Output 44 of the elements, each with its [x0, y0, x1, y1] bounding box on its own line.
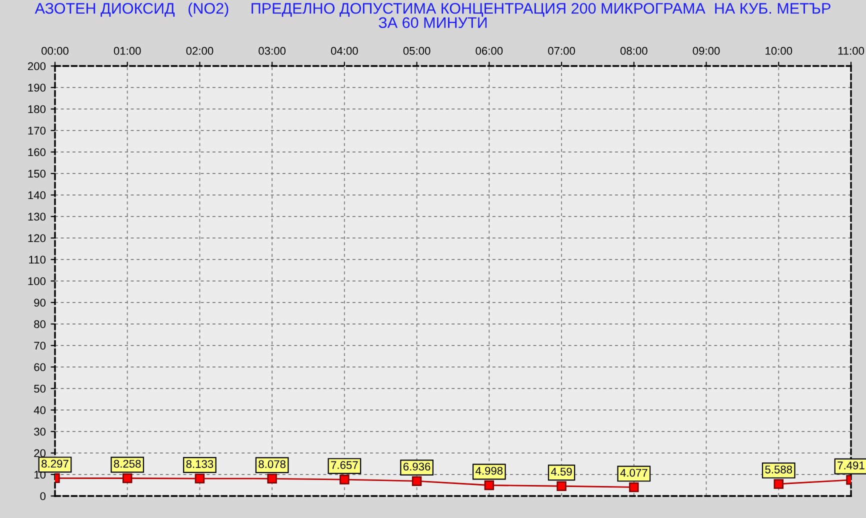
- data-label: 6.936: [403, 462, 430, 471]
- x-tick-label: 07:00: [548, 46, 576, 55]
- y-tick-label: 120: [28, 234, 46, 242]
- y-tick-label: 140: [28, 191, 46, 200]
- y-tick-label: 100: [28, 277, 46, 286]
- x-tick-label: 00:00: [42, 46, 68, 55]
- y-tick-label: 110: [29, 256, 46, 264]
- x-tick-label: 04:00: [330, 46, 358, 55]
- chart-title: АЗОТЕН ДИОКСИД (NO2) ПРЕДЕЛНО ДОПУСТИМА КОНЦЕНТРАЦИЯ 200 МИКРОГРАМА НА КУБ. МЕТЪР ЗА 60 МИНУТИ: [34, 2, 830, 28]
- x-tick-label: 08:00: [620, 46, 648, 55]
- x-tick-label: 01:00: [114, 46, 141, 55]
- x-tick-label: 02:00: [186, 46, 214, 55]
- data-label: 8.133: [186, 460, 214, 468]
- y-tick-label: 70: [34, 342, 46, 350]
- y-tick-label: 50: [34, 384, 46, 393]
- data-label: 7.657: [331, 461, 358, 470]
- data-label: 4.077: [620, 468, 648, 477]
- y-tick-label: 150: [28, 170, 46, 178]
- x-tick-label: 10:00: [766, 46, 792, 55]
- x-tick-label: 09:00: [692, 46, 720, 55]
- x-tick-label: 06:00: [476, 46, 503, 55]
- y-tick-label: 60: [34, 363, 46, 372]
- y-tick-label: 160: [28, 148, 46, 156]
- y-tick-label: 190: [28, 84, 46, 92]
- y-tick-label: 30: [34, 428, 46, 436]
- x-tick-label: 05:00: [403, 46, 430, 55]
- y-tick-label: 40: [34, 406, 46, 414]
- data-label: 4.59: [550, 468, 572, 476]
- data-label: 8.078: [258, 460, 286, 468]
- y-tick-label: 180: [28, 105, 46, 114]
- x-tick-label: 03:00: [258, 46, 286, 55]
- y-tick-label: 130: [28, 212, 46, 221]
- y-tick-label: 90: [34, 298, 46, 307]
- data-label: 8.297: [42, 460, 68, 468]
- data-label: 4.998: [476, 466, 503, 475]
- data-label: 7.491: [838, 461, 864, 470]
- data-label: 5.588: [765, 466, 792, 474]
- data-label: 8.258: [114, 460, 141, 468]
- y-tick-label: 20: [34, 449, 46, 458]
- y-tick-label: 0: [40, 492, 46, 500]
- y-tick-label: 170: [28, 126, 46, 135]
- y-tick-label: 80: [34, 320, 46, 328]
- x-tick-label: 11:00: [838, 46, 864, 55]
- y-tick-label: 200: [28, 62, 46, 70]
